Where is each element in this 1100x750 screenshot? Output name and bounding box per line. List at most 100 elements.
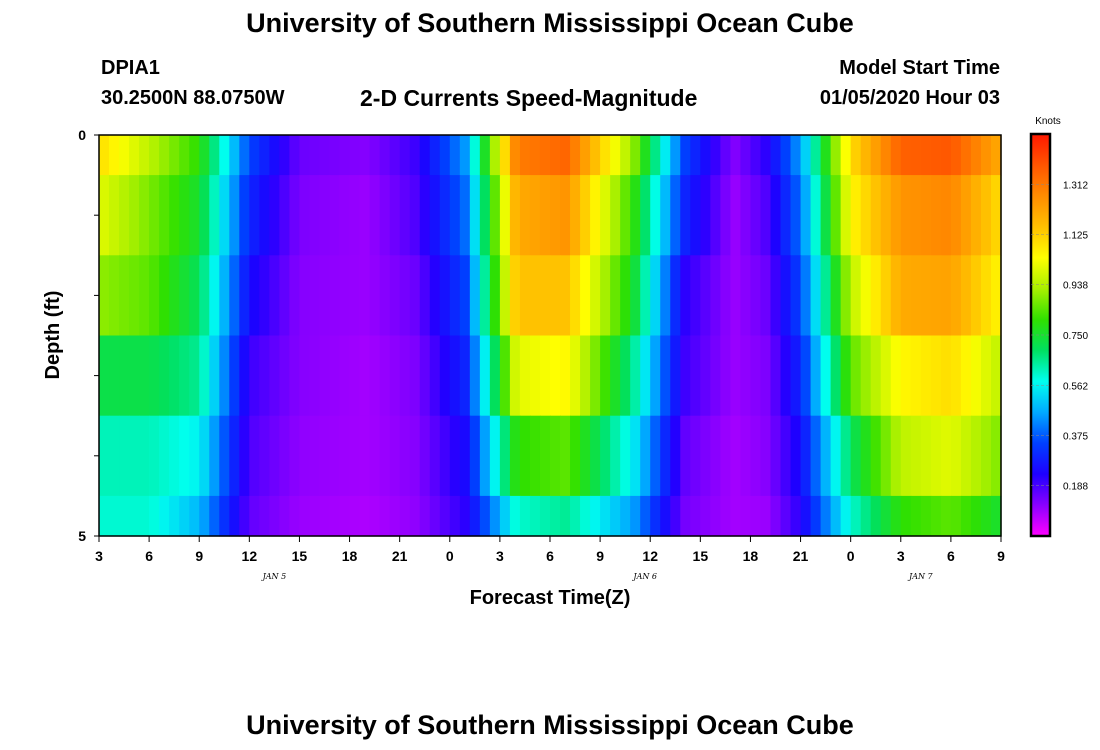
- heatmap-cell: [479, 415, 491, 497]
- heatmap-cell: [700, 135, 711, 176]
- heatmap-cell: [850, 255, 862, 337]
- heatmap-cell: [309, 415, 321, 497]
- heatmap-cell: [910, 175, 922, 256]
- date-label: JAN 5: [261, 572, 287, 581]
- heatmap-cell: [239, 415, 250, 497]
- heatmap-cell: [239, 135, 250, 176]
- heatmap-cell: [660, 175, 671, 256]
- heatmap-cell: [590, 135, 601, 176]
- heatmap-cell: [650, 335, 661, 417]
- heatmap-cell: [870, 415, 882, 497]
- heatmap-cell: [980, 135, 992, 176]
- heatmap-cell: [439, 335, 451, 417]
- heatmap-cell: [660, 335, 671, 417]
- heatmap-cell: [770, 175, 782, 256]
- heatmap-cell: [229, 495, 240, 537]
- heatmap-cell: [770, 255, 782, 337]
- heatmap-cell: [169, 495, 180, 537]
- heatmap-cell: [239, 255, 250, 337]
- x-axis-title: Forecast Time(Z): [470, 587, 631, 609]
- heatmap-cell: [169, 335, 180, 417]
- heatmap-cell: [820, 135, 832, 176]
- heatmap-cell: [299, 415, 311, 497]
- heatmap-cell: [409, 135, 421, 176]
- heatmap-cell: [680, 255, 691, 337]
- heatmap-cell: [489, 255, 501, 337]
- heatmap-cell: [830, 335, 842, 417]
- heatmap-cell: [780, 175, 792, 256]
- heatmap-cell: [830, 495, 842, 537]
- heatmap-cell: [419, 175, 431, 256]
- heatmap-cell: [109, 175, 120, 256]
- heatmap-cell: [970, 495, 982, 537]
- heatmap-cell: [920, 495, 932, 537]
- heatmap-cell: [580, 175, 591, 256]
- heatmap-cell: [730, 135, 742, 176]
- heatmap-cell: [279, 335, 291, 417]
- heatmap-cell: [329, 335, 341, 417]
- heatmap-cell: [259, 175, 270, 256]
- heatmap-cell: [99, 175, 110, 256]
- heatmap-cell: [159, 415, 170, 497]
- heatmap-cell: [820, 255, 832, 337]
- heatmap-cell: [720, 495, 731, 537]
- heatmap-cell: [429, 335, 441, 417]
- heatmap-cell: [279, 175, 291, 256]
- heatmap-cell: [429, 255, 441, 337]
- heatmap-cell: [850, 335, 862, 417]
- heatmap-cell: [890, 495, 902, 537]
- heatmap-cell: [650, 135, 661, 176]
- heatmap-cell: [750, 135, 762, 176]
- heatmap-cell: [690, 255, 701, 337]
- heatmap-cell: [529, 255, 541, 337]
- heatmap-cell: [99, 335, 110, 417]
- heatmap-cell: [99, 255, 110, 337]
- heatmap-cell: [339, 415, 351, 497]
- heatmap-cell: [900, 335, 912, 417]
- heatmap-cell: [499, 175, 511, 256]
- heatmap-cell: [309, 335, 321, 417]
- heatmap-cell: [640, 135, 651, 176]
- heatmap-cell: [329, 175, 341, 256]
- heatmap-cell: [850, 175, 862, 256]
- heatmap-cell: [519, 135, 531, 176]
- heatmap-cell: [149, 495, 160, 537]
- heatmap-cell: [469, 175, 481, 256]
- heatmap-cell: [890, 255, 902, 337]
- heatmap-cell: [349, 255, 361, 337]
- heatmap-cell: [560, 495, 571, 537]
- heatmap-cell: [630, 415, 641, 497]
- heatmap-cell: [139, 415, 150, 497]
- y-tick-label: 0: [78, 127, 86, 143]
- heatmap-cell: [429, 135, 441, 176]
- heatmap-cell: [509, 255, 521, 337]
- heatmap-cell: [479, 335, 491, 417]
- heatmap-cell: [830, 135, 842, 176]
- heatmap-cell: [359, 335, 371, 417]
- heatmap-cell: [259, 135, 270, 176]
- heatmap-cell: [840, 495, 852, 537]
- heatmap-cell: [680, 495, 691, 537]
- heatmap-cell: [550, 495, 561, 537]
- heatmap-cell: [259, 335, 270, 417]
- heatmap-cell: [740, 255, 752, 337]
- heatmap-cell: [940, 135, 952, 176]
- heatmap-cell: [369, 175, 381, 256]
- heatmap-cell: [750, 175, 762, 256]
- heatmap-cell: [890, 335, 902, 417]
- heatmap-cell: [720, 255, 731, 337]
- heatmap-cell: [980, 255, 992, 337]
- heatmap-cell: [519, 255, 531, 337]
- heatmap-cell: [409, 335, 421, 417]
- heatmap-cell: [359, 415, 371, 497]
- heatmap-cell: [880, 135, 892, 176]
- heatmap-cell: [680, 335, 691, 417]
- heatmap-cell: [529, 495, 541, 537]
- heatmap-cell: [850, 135, 862, 176]
- heatmap-cell: [399, 175, 411, 256]
- heatmap-cell: [800, 255, 812, 337]
- heatmap-cell: [209, 335, 220, 417]
- x-tick-label: 6: [546, 548, 554, 564]
- heatmap-cell: [229, 335, 240, 417]
- heatmap-cell: [529, 415, 541, 497]
